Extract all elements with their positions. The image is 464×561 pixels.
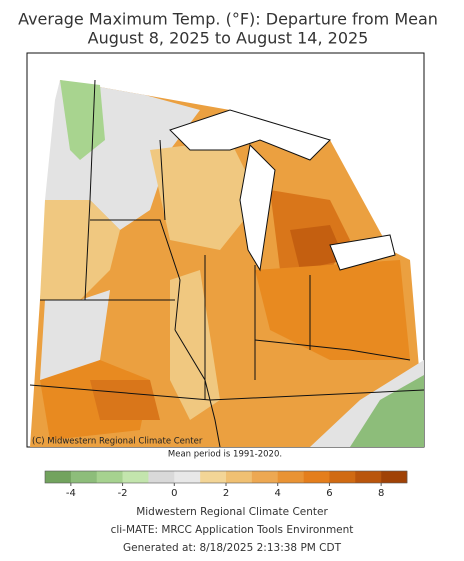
copyright: (C) Midwestern Regional Climate Center (32, 437, 203, 447)
color-swatch (70, 471, 98, 483)
color-swatch (226, 471, 253, 483)
color-swatch (303, 471, 330, 483)
color-swatch (174, 471, 201, 483)
title: Average Maximum Temp. (°F): Departure fr… (18, 10, 438, 29)
color-swatch (381, 471, 408, 483)
map (29, 79, 424, 447)
tick-label: 8 (378, 488, 384, 499)
color-swatch (96, 471, 123, 483)
tick-label: -2 (118, 488, 128, 499)
tick-label: 4 (275, 488, 281, 499)
tick-label: -4 (66, 488, 76, 499)
subtitle: August 8, 2025 to August 14, 2025 (88, 29, 369, 48)
color-swatch (200, 471, 227, 483)
footer-org: Midwestern Regional Climate Center (136, 506, 328, 518)
mean-period: Mean period is 1991-2020. (168, 450, 282, 460)
colorbar: -4 -2 0 2 4 6 8 (44, 470, 408, 499)
color-swatch (277, 471, 304, 483)
color-swatch (355, 471, 382, 483)
color-swatch (122, 471, 149, 483)
tick-label: 2 (223, 488, 229, 499)
color-swatch (329, 471, 356, 483)
footer-generated: Generated at: 8/18/2025 2:13:38 PM CDT (123, 542, 342, 554)
color-swatch (45, 471, 72, 483)
tick-label: 0 (171, 488, 177, 499)
color-swatch (148, 471, 175, 483)
footer-tool: cli-MATE: MRCC Application Tools Environ… (111, 524, 354, 536)
tick-label: 6 (326, 488, 332, 499)
color-swatch (251, 471, 279, 483)
